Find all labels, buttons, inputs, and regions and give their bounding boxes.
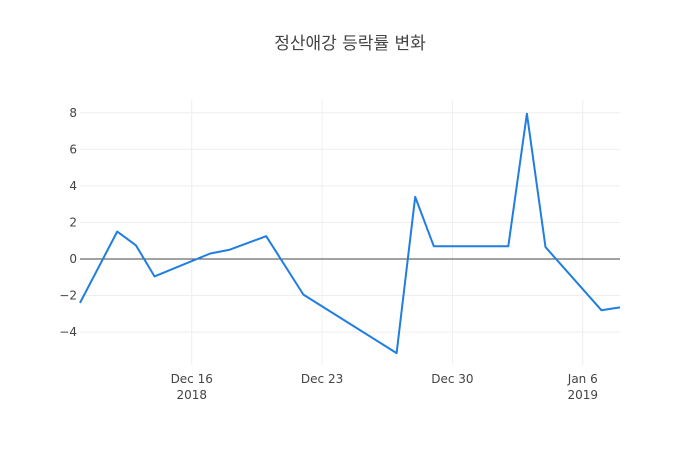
x-tick-label: Dec 23 [301, 372, 343, 386]
x-tick-label: Dec 16 [171, 372, 213, 386]
series-line [79, 112, 621, 355]
x-tick-year-label: 2019 [567, 388, 598, 402]
y-tick-label: 0 [69, 252, 77, 266]
y-tick-label: −4 [59, 325, 77, 339]
x-tick-label: Dec 30 [431, 372, 473, 386]
series-layer [79, 112, 621, 355]
y-tick-label: 2 [69, 215, 77, 229]
x-tick-label: Jan 6 [567, 372, 598, 386]
grid-layer [80, 100, 620, 365]
y-tick-label: 8 [69, 106, 77, 120]
y-tick-label: −2 [59, 289, 77, 303]
x-tick-year-label: 2018 [176, 388, 207, 402]
chart-title: 정산애강 등락률 변화 [274, 34, 426, 54]
y-tick-label: 6 [69, 142, 77, 156]
y-tick-label: 4 [69, 179, 77, 193]
x-axis-ticks: Dec 16 2018 Dec 23 Dec 30 Jan 6 2019 [171, 372, 598, 402]
y-axis-ticks: 8 6 4 2 0 −2 −4 [59, 106, 77, 339]
